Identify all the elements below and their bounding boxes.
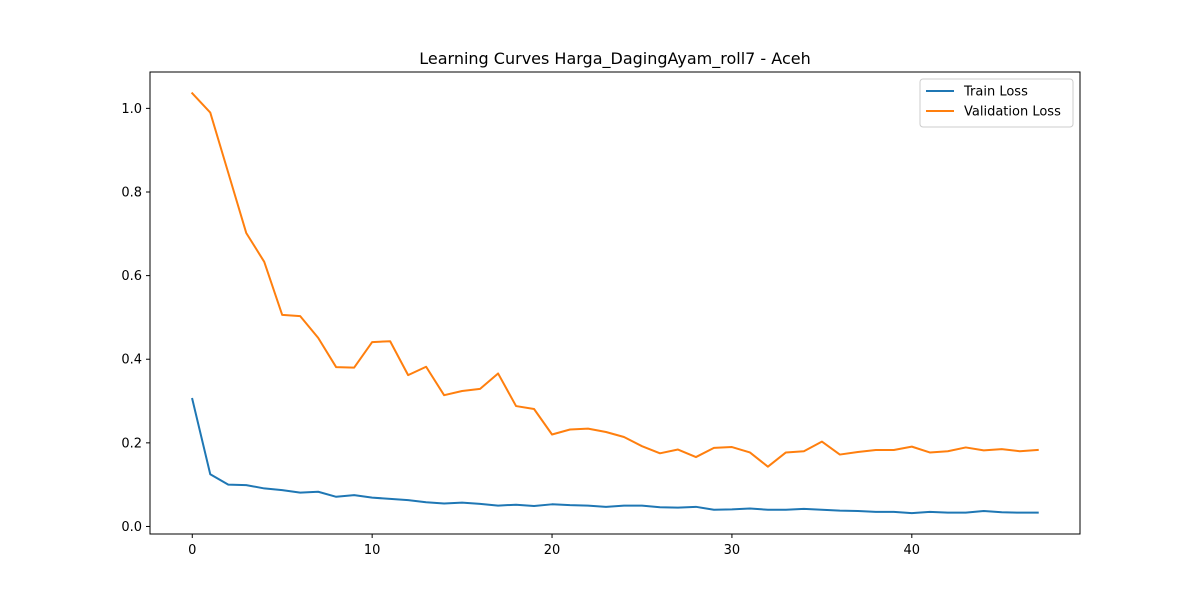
y-tick-label: 0.0 xyxy=(121,520,142,535)
legend-label-train-loss: Train Loss xyxy=(963,85,1028,100)
series-line-train-loss xyxy=(191,397,1039,515)
x-tick-label: 0 xyxy=(188,543,196,558)
legend: Train Loss Validation Loss xyxy=(919,78,1074,128)
x-tick-label: 40 xyxy=(904,543,921,558)
y-tick-label: 1.0 xyxy=(121,102,142,117)
legend-box xyxy=(919,78,1074,128)
x-tick-label: 20 xyxy=(544,543,561,558)
y-tick-label: 0.8 xyxy=(121,185,142,200)
y-tick-label: 0.2 xyxy=(121,436,142,451)
plot-area xyxy=(149,71,1081,535)
series-line-validation-loss xyxy=(190,91,1039,468)
series-layer xyxy=(190,91,1039,515)
y-tick-label: 0.6 xyxy=(121,269,142,284)
x-axis: 0 10 20 30 40 xyxy=(188,534,920,558)
y-axis: 0.0 0.2 0.4 0.6 0.8 1.0 xyxy=(121,102,150,535)
x-tick-label: 30 xyxy=(724,543,741,558)
chart-title: Learning Curves Harga_DagingAyam_roll7 -… xyxy=(419,49,810,69)
x-tick-label: 10 xyxy=(364,543,381,558)
y-tick-label: 0.4 xyxy=(121,353,142,368)
plot-frame xyxy=(149,71,1081,535)
legend-label-validation-loss: Validation Loss xyxy=(964,105,1061,120)
